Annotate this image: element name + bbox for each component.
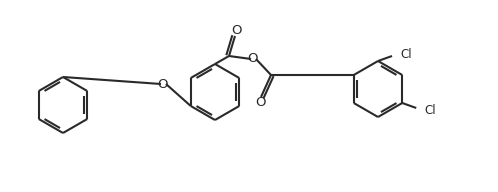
Text: Cl: Cl	[400, 47, 412, 60]
Text: O: O	[247, 51, 257, 65]
Text: O: O	[157, 78, 167, 90]
Text: O: O	[255, 97, 265, 109]
Text: Cl: Cl	[424, 103, 436, 117]
Text: O: O	[231, 25, 241, 37]
